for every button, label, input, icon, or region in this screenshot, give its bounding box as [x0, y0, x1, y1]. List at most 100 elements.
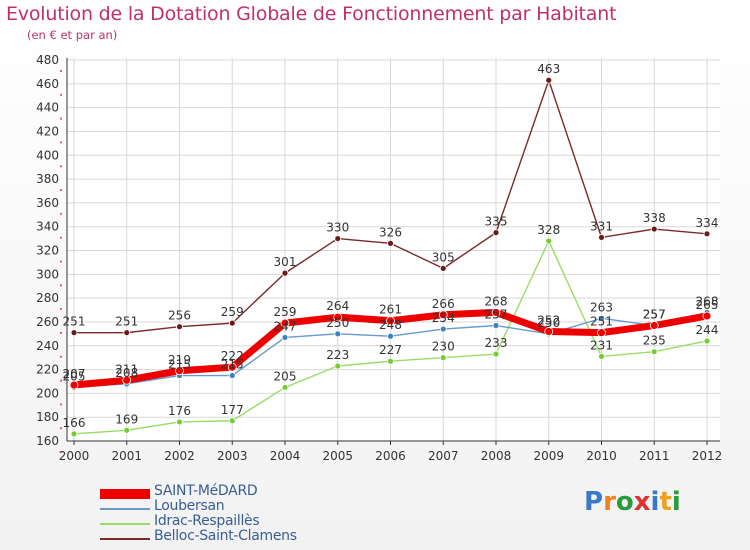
y-tick-label: 340: [36, 220, 59, 234]
data-point-0: [649, 321, 659, 330]
data-point-2: [123, 426, 131, 434]
data-label-3: 259: [221, 305, 244, 319]
proxiti-logo: Proxiti: [584, 487, 681, 517]
data-point-1: [387, 332, 394, 340]
data-point-2: [70, 430, 78, 438]
x-tick-label: 2001: [111, 449, 142, 463]
logo-letter: x: [633, 487, 651, 517]
data-label-0: 264: [326, 299, 349, 313]
data-point-0: [69, 380, 79, 390]
data-point-0: [175, 366, 184, 376]
data-label-3: 251: [63, 315, 86, 329]
data-label-0: 257: [643, 308, 666, 322]
data-point-3: [70, 329, 78, 337]
data-point-3: [123, 329, 131, 337]
chart-subtitle: (en € et par an): [27, 28, 118, 42]
data-point-3: [492, 229, 500, 237]
data-label-0: 222: [221, 349, 244, 363]
data-label-1: 215: [168, 358, 191, 372]
y-tick-label: 160: [36, 434, 59, 448]
data-point-0: [386, 316, 395, 326]
data-label-1: 268: [696, 294, 719, 308]
legend-label: Belloc-Saint-Clamens: [154, 528, 297, 544]
legend-swatch: [100, 522, 150, 525]
x-tick-label: 2012: [692, 449, 723, 463]
logo-letter: i: [650, 487, 660, 517]
x-tick-label: 2009: [533, 449, 564, 463]
data-label-1: 257: [485, 308, 508, 322]
data-label-1: 257: [643, 308, 666, 322]
data-label-3: 338: [643, 211, 666, 225]
data-point-3: [281, 269, 289, 277]
data-label-1: 263: [590, 300, 613, 314]
chart-title: Evolution de la Dotation Globale de Fonc…: [6, 3, 617, 25]
data-label-0: 268: [485, 294, 508, 308]
data-label-0: 219: [168, 353, 191, 367]
legend-swatch: [100, 537, 150, 540]
y-tick-label: 420: [36, 124, 59, 138]
y-tick-label: 240: [36, 339, 59, 353]
logo-letter: P: [584, 487, 604, 517]
data-point-2: [492, 350, 500, 358]
data-point-3: [650, 225, 658, 233]
data-point-3: [598, 234, 605, 241]
data-label-3: 334: [696, 216, 719, 230]
data-point-1: [492, 322, 500, 329]
y-tick-label: 200: [36, 386, 59, 400]
x-tick-label: 2002: [164, 449, 195, 463]
x-tick-label: 2000: [59, 449, 90, 463]
logo-letter: o: [615, 487, 634, 517]
data-label-0: 211: [115, 362, 138, 376]
data-label-3: 301: [274, 255, 297, 269]
x-tick-label: 2010: [586, 449, 617, 463]
data-label-3: 256: [168, 309, 191, 323]
data-point-0: [438, 310, 448, 320]
data-label-2: 227: [379, 343, 402, 357]
data-point-2: [650, 348, 658, 356]
data-point-0: [702, 311, 712, 321]
data-point-2: [281, 384, 289, 391]
data-label-2: 169: [115, 412, 138, 426]
data-label-1: 215: [221, 358, 244, 372]
data-label-3: 463: [537, 62, 560, 76]
data-label-0: 261: [379, 303, 402, 317]
data-label-0: 265: [696, 298, 719, 312]
data-label-3: 305: [432, 250, 455, 264]
data-label-2: 244: [696, 323, 719, 337]
data-point-3: [228, 319, 236, 327]
data-label-0: 259: [274, 305, 297, 319]
data-label-2: 176: [168, 404, 191, 418]
x-tick-label: 2004: [270, 449, 301, 463]
data-label-2: 166: [63, 416, 86, 430]
data-point-1: [228, 372, 236, 379]
data-point-3: [545, 76, 553, 84]
data-label-2: 223: [326, 348, 349, 362]
y-tick-label: 480: [36, 53, 59, 67]
data-label-1: 247: [274, 319, 297, 333]
data-point-1: [598, 314, 605, 322]
logo-letter: r: [603, 487, 616, 517]
data-point-3: [703, 230, 711, 238]
data-label-3: 330: [326, 221, 349, 235]
data-label-1: 250: [326, 316, 349, 330]
data-point-3: [439, 264, 447, 272]
legend-label: Idrac-Respaillès: [154, 513, 260, 529]
data-label-3: 326: [379, 225, 402, 239]
x-tick-label: 2007: [428, 449, 459, 463]
data-point-2: [439, 354, 447, 362]
data-label-1: 205: [63, 369, 86, 383]
data-label-0: 252: [537, 313, 560, 327]
data-label-0: 251: [590, 315, 613, 329]
data-label-1: 254: [432, 311, 455, 325]
data-point-2: [703, 337, 711, 345]
legend-label: SAINT-MéDARD: [154, 483, 258, 499]
data-label-0: 266: [432, 297, 455, 311]
data-label-2: 230: [432, 340, 455, 354]
data-point-3: [387, 239, 394, 247]
data-point-3: [334, 235, 342, 242]
x-tick-label: 2003: [217, 449, 248, 463]
data-point-0: [280, 318, 290, 328]
logo-letter: i: [671, 487, 681, 517]
data-label-1: 248: [379, 318, 402, 332]
